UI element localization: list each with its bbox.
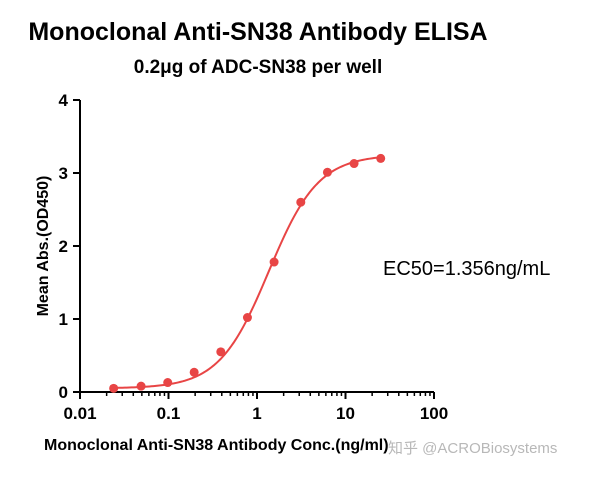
ec50-annotation: EC50=1.356ng/mL bbox=[383, 258, 550, 280]
y-tick-label: 4 bbox=[59, 91, 69, 110]
data-point bbox=[242, 313, 252, 323]
x-tick-label: 10 bbox=[336, 404, 355, 423]
x-axis-label: Monoclonal Anti-SN38 Antibody Conc.(ng/m… bbox=[44, 437, 389, 454]
data-point bbox=[349, 159, 359, 169]
x-tick-label: 100 bbox=[420, 404, 448, 423]
data-point bbox=[109, 383, 119, 393]
data-point bbox=[189, 367, 199, 377]
data-point bbox=[322, 167, 332, 177]
data-point bbox=[376, 153, 386, 163]
data-point bbox=[216, 347, 226, 357]
x-axis: 0.01 0.1 1 10 100 bbox=[63, 391, 448, 423]
x-tick-label: 1 bbox=[252, 404, 261, 423]
chart-subtitle: 0.2μg of ADC-SN38 per well bbox=[134, 57, 382, 78]
y-tick-label: 2 bbox=[59, 237, 68, 256]
data-point bbox=[163, 378, 173, 388]
data-points bbox=[109, 153, 386, 393]
y-tick-label: 0 bbox=[59, 383, 68, 402]
data-point bbox=[136, 381, 146, 391]
fit-curve bbox=[113, 156, 381, 389]
data-point bbox=[296, 197, 306, 207]
chart-title: Monoclonal Anti-SN38 Antibody ELISA bbox=[28, 18, 487, 46]
y-axis: 0 1 2 3 4 bbox=[59, 91, 81, 402]
x-tick-label: 0.01 bbox=[63, 404, 96, 423]
y-tick-label: 3 bbox=[59, 164, 68, 183]
y-axis-label: Mean Abs.(OD450) bbox=[35, 176, 52, 317]
data-point bbox=[269, 257, 279, 267]
x-tick-label: 0.1 bbox=[157, 404, 181, 423]
y-tick-label: 1 bbox=[59, 310, 68, 329]
watermark: 知乎 @ACROBiosystems bbox=[388, 440, 557, 457]
